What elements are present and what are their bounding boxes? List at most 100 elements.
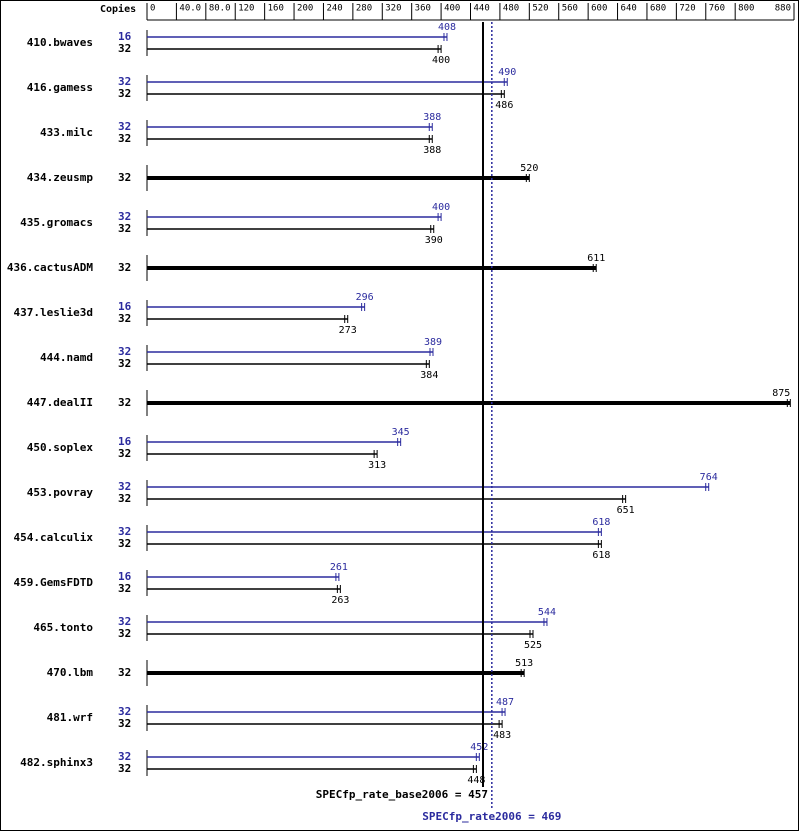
value-label: 408	[438, 22, 456, 33]
reference-label: SPECfp_rate_base2006 = 457	[316, 788, 488, 801]
x-tick-label: 800	[738, 4, 754, 14]
benchmark-label: 410.bwaves	[27, 36, 93, 49]
benchmark-label: 444.namd	[40, 351, 93, 364]
x-tick-label: 560	[562, 4, 578, 14]
value-label: 520	[520, 163, 538, 174]
benchmark-label: 416.gamess	[27, 81, 93, 94]
copies-label: 32	[118, 87, 131, 100]
value-label: 618	[592, 550, 610, 561]
benchmark-label: 453.povray	[27, 486, 94, 499]
copies-label: 32	[118, 345, 131, 358]
copies-label: 32	[118, 222, 131, 235]
copies-label: 32	[118, 42, 131, 55]
copies-label: 32	[118, 120, 131, 133]
x-tick-label: 480	[503, 4, 519, 14]
value-label: 273	[339, 325, 357, 336]
value-label: 544	[538, 607, 556, 618]
copies-label: 32	[118, 525, 131, 538]
x-tick-label: 720	[679, 4, 695, 14]
benchmark-label: 470.lbm	[47, 666, 94, 679]
benchmark-label: 437.leslie3d	[14, 306, 93, 319]
copies-label: 32	[118, 582, 131, 595]
value-label: 452	[470, 742, 488, 753]
x-tick-label: 120	[238, 4, 254, 14]
benchmark-label: 434.zeusmp	[27, 171, 94, 184]
copies-label: 32	[118, 447, 131, 460]
benchmark-label: 436.cactusADM	[7, 261, 93, 274]
benchmark-label: 447.dealII	[27, 396, 93, 409]
copies-label: 32	[118, 357, 131, 370]
copies-label: 32	[118, 627, 131, 640]
x-tick-label: 400	[444, 4, 460, 14]
copies-label: 32	[118, 492, 131, 505]
benchmark-label: 465.tonto	[33, 621, 93, 634]
copies-header: Copies	[100, 3, 136, 15]
copies-label: 32	[118, 312, 131, 325]
value-label: 651	[617, 505, 635, 516]
x-tick-label: 520	[532, 4, 548, 14]
x-tick-label: 40.0	[179, 4, 201, 14]
copies-label: 32	[118, 615, 131, 628]
copies-label: 32	[118, 171, 131, 184]
x-tick-label: 280	[356, 4, 372, 14]
copies-label: 16	[118, 570, 132, 583]
value-label: 611	[587, 253, 605, 264]
x-tick-label: 640	[621, 4, 637, 14]
value-label: 400	[432, 202, 450, 213]
benchmark-label: 435.gromacs	[20, 216, 93, 229]
value-label: 388	[423, 112, 441, 123]
benchmark-label: 433.milc	[40, 126, 93, 139]
value-label: 513	[515, 658, 533, 669]
value-label: 448	[467, 775, 485, 786]
benchmark-label: 482.sphinx3	[20, 756, 93, 769]
value-label: 384	[420, 370, 438, 381]
x-tick-label: 760	[709, 4, 725, 14]
value-label: 487	[496, 697, 514, 708]
benchmark-label: 459.GemsFDTD	[14, 576, 94, 589]
copies-label: 32	[118, 705, 131, 718]
value-label: 296	[356, 292, 374, 303]
copies-label: 32	[118, 261, 131, 274]
x-tick-label: 0	[150, 4, 155, 14]
copies-label: 32	[118, 666, 131, 679]
value-label: 618	[592, 517, 610, 528]
x-tick-label: 600	[591, 4, 607, 14]
copies-label: 32	[118, 132, 131, 145]
copies-label: 16	[118, 300, 132, 313]
x-tick-label: 680	[650, 4, 666, 14]
copies-label: 32	[118, 750, 131, 763]
value-label: 525	[524, 640, 542, 651]
copies-label: 16	[118, 435, 132, 448]
copies-label: 32	[118, 762, 131, 775]
value-label: 313	[368, 460, 386, 471]
benchmark-label: 481.wrf	[47, 711, 93, 724]
value-label: 390	[425, 235, 443, 246]
benchmark-label: 450.soplex	[27, 441, 94, 454]
value-label: 490	[498, 67, 516, 78]
value-label: 388	[423, 145, 441, 156]
copies-label: 32	[118, 717, 131, 730]
x-tick-label: 160	[268, 4, 284, 14]
x-tick-label: 240	[326, 4, 342, 14]
copies-label: 32	[118, 210, 131, 223]
x-tick-label: 440	[474, 4, 490, 14]
value-label: 483	[493, 730, 511, 741]
copies-label: 32	[118, 537, 131, 550]
copies-label: 32	[118, 75, 131, 88]
value-label: 263	[331, 595, 349, 606]
reference-label: SPECfp_rate2006 = 469	[422, 810, 561, 823]
copies-label: 32	[118, 480, 131, 493]
copies-label: 16	[118, 30, 132, 43]
x-tick-label: 880	[775, 4, 791, 14]
value-label: 486	[495, 100, 513, 111]
value-label: 389	[424, 337, 442, 348]
x-tick-label: 360	[415, 4, 431, 14]
x-tick-label: 80.0	[209, 4, 231, 14]
value-label: 261	[330, 562, 348, 573]
value-label: 875	[772, 388, 790, 399]
x-tick-label: 320	[385, 4, 401, 14]
copies-label: 32	[118, 396, 131, 409]
value-label: 400	[432, 55, 450, 66]
value-label: 764	[700, 472, 718, 483]
